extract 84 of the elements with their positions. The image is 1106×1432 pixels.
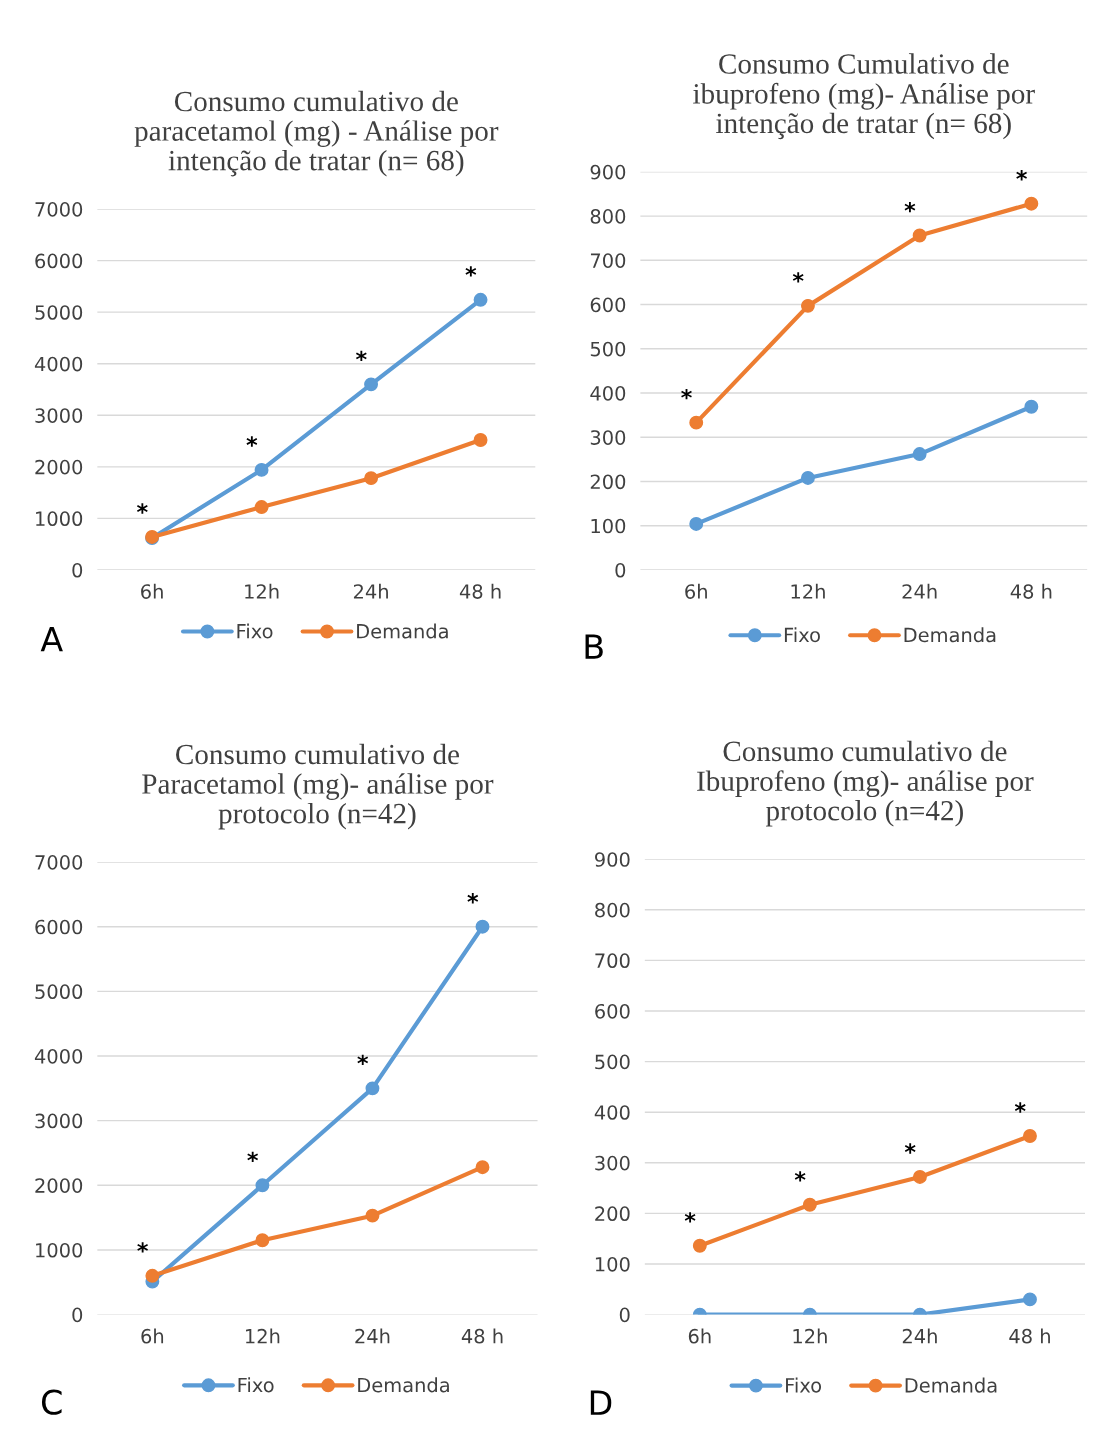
chart-title: Consumo cumulativo de paracetamol (mg) - Análise por intenção de tratar (n= 68)	[134, 90, 499, 177]
y-tick-label: 0	[72, 562, 83, 578]
legend-label: Demanda	[357, 623, 448, 639]
y-tick-label: 600	[595, 1003, 630, 1019]
legend-label: Fixo	[238, 1377, 274, 1393]
y-tick-label: 4000	[34, 356, 83, 372]
y-tick-label: 100	[591, 518, 626, 534]
y-tick-label: 5000	[35, 305, 83, 320]
y-tick-label: 4000	[34, 1048, 83, 1064]
y-tick-label: 400	[590, 385, 626, 401]
annotation: *	[794, 1171, 806, 1182]
x-tick-label: 6h	[141, 1328, 164, 1344]
x-tick-label: 48 h	[461, 1328, 503, 1344]
y-tick-label: 700	[590, 253, 626, 268]
legend-label: Demanda	[358, 1377, 449, 1393]
y-tick-label: 1000	[36, 1242, 83, 1258]
y-tick-label: 800	[595, 902, 630, 918]
y-tick-label: 400	[594, 1105, 630, 1120]
legend-label: Fixo	[786, 1377, 822, 1393]
annotation: *	[357, 1054, 369, 1066]
x-tick-label: 6h	[141, 583, 163, 599]
y-tick-label: 200	[590, 474, 626, 490]
y-tick-label: 0	[619, 1307, 630, 1323]
y-tick-label: 500	[595, 1054, 630, 1070]
y-tick-label: 900	[590, 164, 626, 180]
y-tick-label: 300	[590, 430, 626, 445]
y-tick-label: 7000	[35, 202, 83, 217]
annotation: *	[904, 201, 916, 213]
annotation: *	[681, 389, 692, 400]
x-tick-label: 24h	[902, 583, 937, 599]
y-tick-label: 6000	[35, 919, 83, 935]
annotation: *	[246, 436, 258, 447]
legend-label: Fixo	[237, 623, 273, 639]
x-tick-label: 24h	[902, 1328, 937, 1344]
x-tick-label: 12h	[246, 1328, 280, 1344]
chart-title: Consumo Cumulativo de ibuprofeno (mg)- Análise por intenção de tratar (n= 68)	[693, 53, 1035, 140]
y-tick-label: 2000	[35, 1178, 83, 1193]
annotation: *	[904, 1143, 916, 1154]
y-tick-label: 500	[590, 341, 626, 357]
annotation: *	[792, 272, 804, 283]
y-tick-label: 0	[615, 562, 626, 578]
x-tick-label: 12h	[791, 583, 825, 599]
x-tick-label: 6h	[688, 1328, 711, 1344]
y-tick-label: 2000	[35, 459, 83, 475]
y-tick-label: 800	[590, 209, 626, 224]
x-tick-label: 48 h	[1009, 1328, 1050, 1344]
annotation: *	[684, 1212, 696, 1223]
legend-label: Demanda	[905, 1377, 997, 1393]
x-tick-label: 24h	[353, 583, 388, 599]
y-tick-label: 0	[72, 1307, 83, 1323]
legend-label: Demanda	[904, 627, 996, 643]
y-tick-label: 3000	[35, 1113, 83, 1129]
x-tick-label: 12h	[245, 583, 279, 599]
text: D	[590, 1390, 612, 1415]
y-tick-label: 1000	[36, 511, 83, 527]
y-tick-label: 6000	[35, 253, 83, 269]
legend-label: Fixo	[784, 627, 820, 643]
text: B	[585, 634, 603, 659]
y-tick-label: 5000	[35, 984, 83, 1000]
y-tick-label: 300	[595, 1155, 630, 1171]
y-tick-label: 900	[595, 852, 630, 867]
text: A	[40, 627, 63, 652]
x-tick-label: 12h	[793, 1328, 827, 1344]
x-tick-label: 6h	[685, 583, 707, 599]
y-tick-label: 3000	[35, 408, 83, 423]
annotation: *	[465, 266, 477, 277]
text: C	[41, 1389, 62, 1415]
annotation: *	[136, 503, 148, 514]
y-tick-label: 100	[595, 1256, 630, 1272]
x-tick-label: 48 h	[1010, 583, 1052, 599]
chart-title: Consumo cumulativo de Paracetamol (mg)- análise por protocolo (n=42)	[142, 743, 494, 830]
annotation: *	[1016, 170, 1027, 181]
x-tick-label: 48 h	[459, 583, 501, 599]
chart-title: Consumo cumulativo de Ibuprofeno (mg)- análise por protocolo (n=42)	[697, 740, 1034, 827]
y-tick-label: 600	[590, 297, 626, 313]
annotation: *	[137, 1242, 148, 1253]
x-tick-label: 24h	[355, 1328, 390, 1344]
annotation: *	[467, 893, 479, 904]
annotation: *	[1014, 1102, 1026, 1113]
annotation: *	[247, 1151, 259, 1162]
y-tick-label: 7000	[35, 855, 83, 870]
y-tick-label: 200	[595, 1206, 630, 1222]
y-tick-label: 700	[595, 953, 630, 969]
annotation: *	[355, 350, 367, 362]
